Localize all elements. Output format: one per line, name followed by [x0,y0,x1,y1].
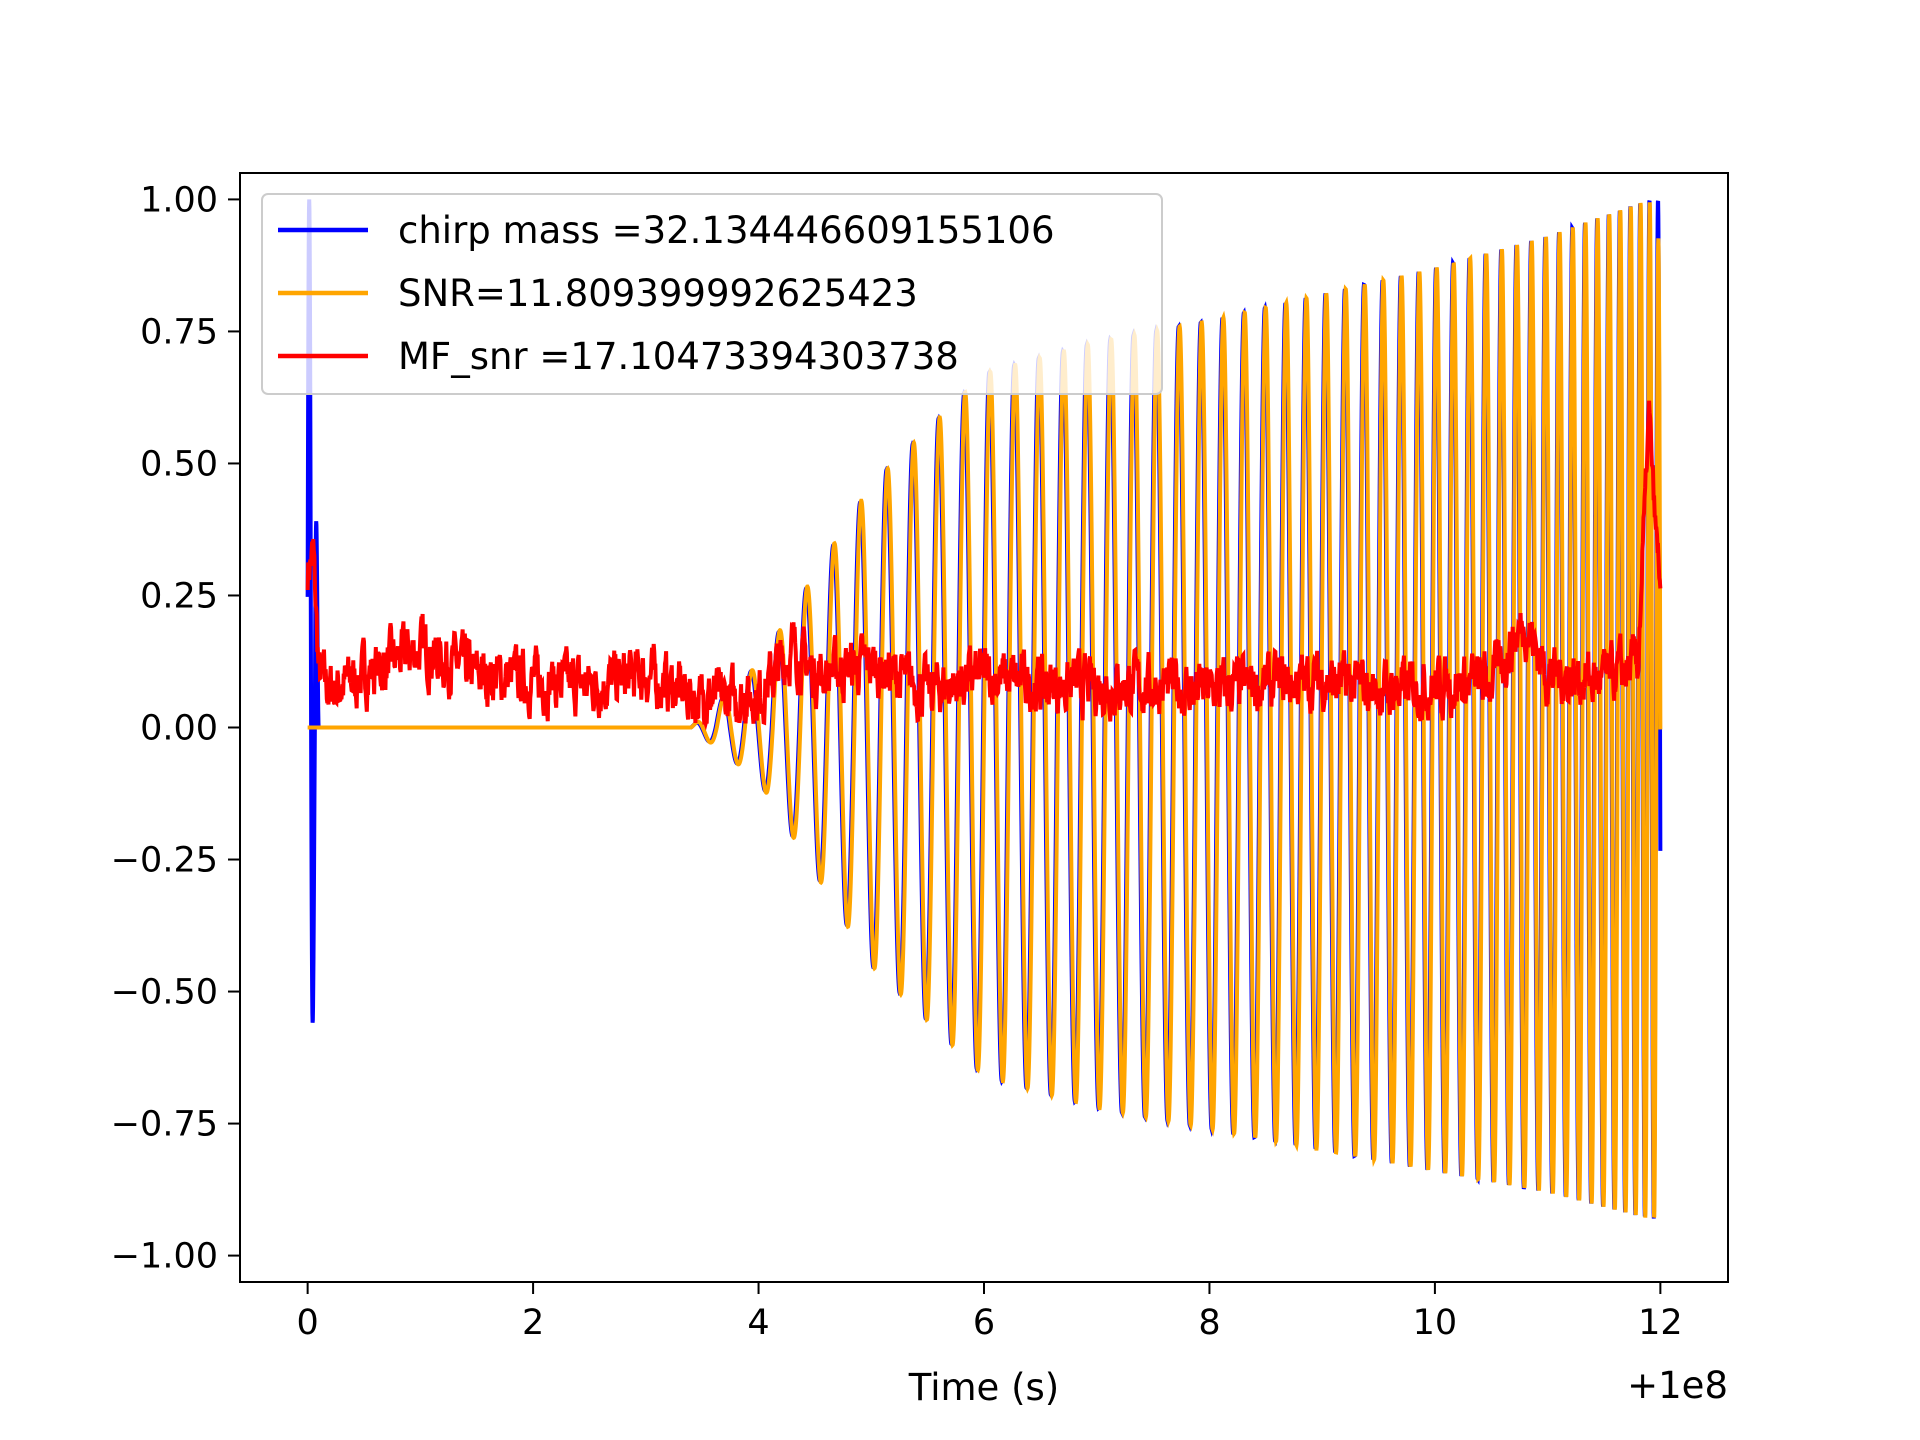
y-tick-label: 0.00 [140,709,218,749]
x-tick-label: 12 [1638,1303,1683,1343]
x-offset-label: +1e8 [1627,1364,1728,1407]
x-axis-label: Time (s) [908,1366,1059,1409]
x-tick-label: 0 [296,1303,318,1343]
legend-entry-label: chirp mass =32.134446609155106 [398,209,1055,252]
y-tick-label: 0.50 [140,444,218,484]
y-tick-label: −1.00 [111,1237,218,1277]
series-line-mf-snr [305,400,1663,731]
legend: chirp mass =32.134446609155106 SNR=11.809… [261,193,1163,395]
x-tick-label: 4 [747,1303,769,1343]
legend-entry-label: SNR=11.809399992625423 [398,272,918,315]
data-layer [305,199,1663,1219]
y-tick-label: 0.75 [140,312,218,352]
y-tick-label: 0.25 [140,576,218,616]
y-tick-label: −0.75 [111,1105,218,1145]
legend-entry-label: MF_snr =17.10473394303738 [398,335,959,378]
x-tick-label: 6 [973,1303,995,1343]
x-tick-label: 2 [522,1303,544,1343]
series-line-snr [307,202,1663,1218]
x-tick-label: 8 [1198,1303,1220,1343]
y-axis: 1.00 0.75 0.50 0.25 0.00 −0.25 −0.50 −0.75 −1.00 [111,180,240,1277]
legend-box [261,193,1163,395]
x-axis: 0 2 4 6 8 10 12 [296,1282,1683,1343]
y-tick-label: −0.50 [111,973,218,1013]
x-tick-label: 10 [1413,1303,1458,1343]
y-tick-label: 1.00 [140,180,218,220]
y-tick-label: −0.25 [111,841,218,881]
